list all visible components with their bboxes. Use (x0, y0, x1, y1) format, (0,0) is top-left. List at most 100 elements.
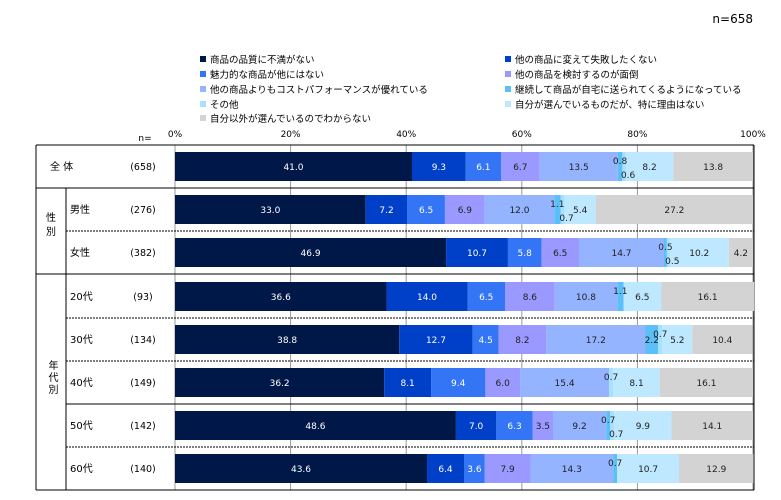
bar-segment (175, 238, 447, 267)
row-n: (134) (130, 335, 156, 346)
bar-segment (444, 195, 485, 224)
data-label: 8.6 (523, 293, 538, 303)
legend-label: 他の商品よりもコストパフォーマンスが優れている (210, 85, 428, 96)
row-label: 20代 (70, 291, 93, 303)
data-label: 1.1 (550, 200, 564, 210)
legend-item: 自分以外が選んでいるのでわからない (200, 111, 371, 125)
data-label: 6.5 (553, 249, 567, 259)
bar-segment (554, 282, 618, 311)
data-label: 8.2 (515, 336, 529, 346)
data-label: 0.7 (601, 416, 615, 426)
legend-swatch (200, 101, 206, 107)
x-tick-label: 60% (512, 130, 532, 140)
bar-segment (530, 454, 614, 483)
data-label: 46.9 (301, 249, 321, 259)
row-label: 30代 (70, 334, 93, 346)
data-label: 9.2 (572, 422, 586, 432)
data-label: 0.7 (609, 430, 623, 440)
bar-segment (175, 454, 428, 483)
data-label: 8.1 (400, 379, 414, 389)
data-label: 14.0 (417, 293, 437, 303)
data-label: 7.0 (469, 422, 484, 432)
data-label: 33.0 (260, 206, 280, 216)
bar-segment (613, 454, 618, 483)
bar-segment (467, 282, 506, 311)
bar-segment (659, 368, 753, 397)
bar-segment (496, 411, 533, 440)
legend-label: その他 (210, 100, 239, 111)
data-label: 6.4 (438, 465, 453, 475)
bar-segment (546, 325, 646, 354)
data-label: 6.1 (476, 163, 490, 173)
data-label: 6.5 (635, 293, 649, 303)
legend-swatch (200, 86, 206, 92)
data-label: 0.6 (621, 171, 636, 181)
legend-label: 自分以外が選んでいるのでわからない (210, 114, 372, 125)
bar-segment (498, 325, 547, 354)
row-n: (149) (130, 378, 156, 389)
bar-segment (579, 238, 664, 267)
data-label: 3.6 (467, 465, 482, 475)
bar-segment (617, 454, 680, 483)
legend-item: その他 (200, 97, 239, 111)
bar-segment (175, 368, 385, 397)
bar-segment (728, 238, 753, 267)
x-tick-label: 20% (281, 130, 301, 140)
data-label: 10.8 (576, 293, 596, 303)
legend-swatch (200, 71, 206, 77)
group-label-char: 性 (46, 211, 56, 224)
legend-swatch (505, 86, 511, 92)
data-label: 4.5 (479, 336, 493, 346)
data-label: 0.7 (604, 373, 618, 383)
data-label: 7.2 (379, 206, 393, 216)
data-label: 12.7 (426, 336, 446, 346)
bar-segment (386, 282, 468, 311)
data-label: 9.3 (432, 163, 446, 173)
bar-segment (625, 152, 674, 181)
group-label: 全 体 (50, 160, 73, 173)
legend-swatch (200, 56, 206, 62)
bar-segment (666, 238, 670, 267)
bar-segment (692, 325, 753, 354)
x-tick-label: 100% (740, 130, 766, 140)
legend-item: 商品の品質に不満がない (200, 52, 315, 66)
bar-segment (472, 325, 499, 354)
bar-segment (645, 325, 659, 354)
data-label: 16.1 (698, 293, 718, 303)
row-n: (140) (130, 464, 156, 475)
bar-segment (560, 195, 565, 224)
bar-segment (553, 411, 607, 440)
legend-label: 継続して商品が自宅に送られてくるようになっている (515, 85, 742, 96)
data-label: 0.5 (658, 243, 672, 253)
data-label: 0.8 (613, 157, 628, 167)
bar-segment (671, 411, 753, 440)
n-header: n= (138, 134, 151, 144)
data-label: 10.7 (638, 465, 658, 475)
bar-segment (614, 411, 672, 440)
legend-label: 魅力的な商品が他にはない (210, 70, 325, 81)
data-label: 13.8 (703, 163, 723, 173)
bar-segment (384, 368, 432, 397)
bar-segment (541, 238, 580, 267)
bar-segment (446, 238, 508, 267)
bar-segment (484, 454, 531, 483)
data-label: 5.4 (573, 206, 588, 216)
data-label: 0.7 (653, 330, 667, 340)
bar-segment (365, 195, 408, 224)
row-label: 50代 (70, 420, 93, 432)
bar-segment (609, 368, 614, 397)
data-label: 48.6 (305, 422, 325, 432)
bar-segment (484, 195, 555, 224)
row-n: (658) (130, 162, 156, 173)
data-label: 10.7 (467, 249, 487, 259)
data-label: 6.3 (507, 422, 521, 432)
legend-item: 他の商品を検討するのが面倒 (505, 67, 639, 81)
row-n: (142) (130, 421, 156, 432)
data-label: 16.1 (696, 379, 716, 389)
data-label: 0.5 (665, 257, 679, 267)
data-label: 14.3 (562, 465, 582, 475)
bar-segment (622, 152, 626, 181)
legend-label: 他の商品を検討するのが面倒 (515, 70, 639, 81)
bar-segment (532, 411, 554, 440)
